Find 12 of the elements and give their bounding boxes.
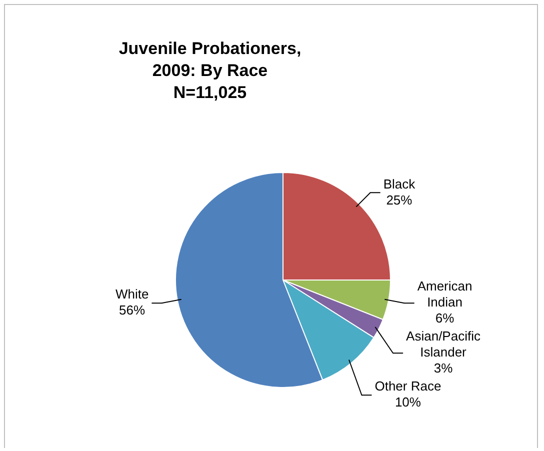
data-label: 3%	[434, 360, 454, 376]
slice-label: American Indian	[417, 278, 472, 310]
data-label: 10%	[394, 394, 422, 410]
slice-label: Other Race	[374, 378, 442, 394]
data-label: 25%	[386, 192, 413, 208]
slice-label: White	[115, 286, 149, 302]
chart-title: Juvenile Probationers, 2009: By Race	[118, 38, 302, 82]
slice-label: Asian/Pacific Islander	[406, 328, 481, 360]
data-label: 56%	[119, 302, 146, 318]
chart-subtitle: N=11,025	[172, 82, 248, 104]
slice-label: Black	[383, 176, 416, 192]
data-label: 6%	[435, 310, 455, 326]
